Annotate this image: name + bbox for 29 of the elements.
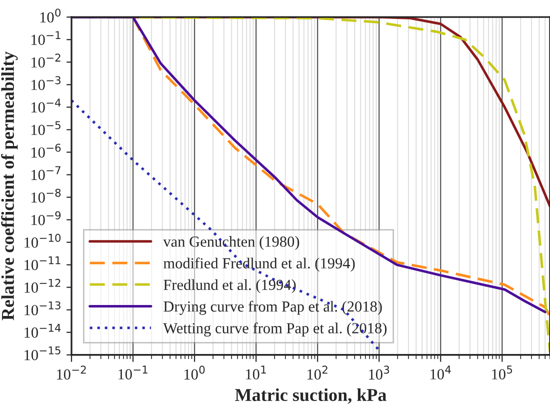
y-tick-label: 10$^{−15}$ [24,346,60,360]
y-tick-label: 10$^{−6}$ [31,144,61,158]
x-tick-label: 10$^{−1}$ [118,366,148,380]
y-tick-label: 10$^{−4}$ [31,98,61,113]
y-tick-label: 10$^{−8}$ [31,188,61,203]
y-tick-label: 10$^{−9}$ [31,211,61,226]
x-tick-label: 10$^{2}$ [308,366,328,380]
x-tick-label: 10$^{1}$ [246,366,266,380]
y-tick-label: 10$^{−1}$ [31,31,60,45]
y-axis-title: Relative coefficient of permeability [1,52,18,320]
y-tick-label: 10$^{−3}$ [31,76,60,90]
x-tick-label: 10$^{3}$ [369,366,390,380]
x-tick-label: 10$^{5}$ [492,366,512,380]
x-tick-label: 10$^{−2}$ [57,366,86,380]
x-tick-label: 10$^{4}$ [430,366,451,380]
legend-label: Drying curve from Pap et al. (2018) [164,300,382,315]
x-axis-title: Matric suction, kPa [235,388,386,404]
x-tick-label: 10$^{0}$ [184,366,205,380]
legend-label: Wetting curve from Pap et al. (2018) [163,322,387,337]
y-tick-label: 10$^{−11}$ [24,256,60,270]
y-tick-label: 10$^{−7}$ [31,166,60,180]
legend-label: van Genuchten (1980) [163,236,300,250]
y-tick-label: 10$^{−10}$ [24,234,61,248]
y-tick-label: 10$^{0}$ [40,8,61,23]
y-tick-label: 10$^{−14}$ [24,324,61,338]
y-tick-label: 10$^{−2}$ [31,54,60,68]
y-tick-label: 10$^{−5}$ [31,121,60,136]
y-tick-label: 10$^{−12}$ [24,278,60,293]
y-tick-label: 10$^{−13}$ [24,301,60,316]
